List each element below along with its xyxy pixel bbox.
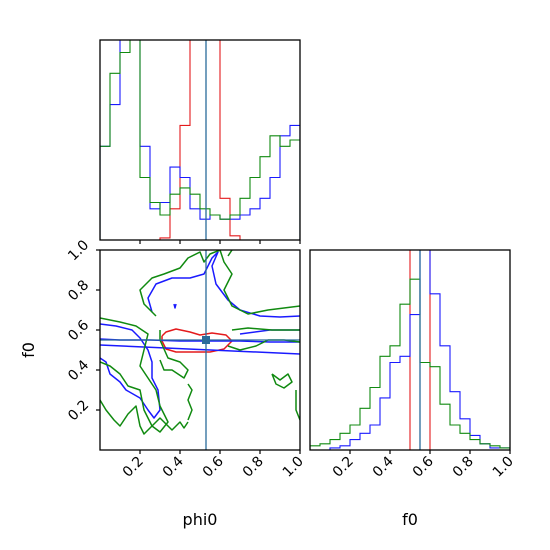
f0-hist-blue [310, 250, 510, 450]
contour-green-4 [159, 330, 189, 379]
contour-blue-1 [147, 251, 300, 318]
f0-tick-label-y: 1.0 [65, 237, 92, 264]
contour-green-9 [295, 390, 300, 421]
contour-blue-5 [100, 344, 300, 355]
contour-green-8 [271, 373, 293, 389]
phi0-tick-label: 0.8 [240, 454, 267, 481]
f0-tick-label-x: 0.2 [330, 454, 357, 481]
joint-contours [100, 250, 300, 435]
marginal-f0-histograms [310, 250, 510, 450]
f0-tick-label-x: 0.6 [410, 453, 437, 480]
f0-tick-label-y: 0.8 [65, 277, 92, 304]
marginal-phi0-frame [99, 39, 301, 241]
xlabel-f0: f0 [402, 510, 418, 529]
f0-tick-label-y: 0.4 [65, 357, 92, 384]
phi0-hist-blue [100, 40, 300, 240]
phi0-tick-label: 0.4 [160, 453, 187, 480]
contour-green-7 [231, 327, 300, 331]
joint-phi0-f0-panel: 0.2 0.2 0.4 0.4 0.6 0.6 0.8 0.8 1.0 1.0 [65, 237, 307, 480]
f0-tick-label-x: 1.0 [490, 454, 517, 481]
contour-green-5 [187, 383, 193, 421]
truth-marker [202, 336, 210, 344]
axis-labels: phi0 f0 f0 [19, 342, 418, 529]
f0-tick-label-x: 0.4 [370, 453, 397, 480]
marginal-f0-frame [309, 249, 511, 451]
contour-green-3 [100, 399, 189, 435]
ylabel-f0: f0 [19, 342, 38, 358]
f0-tick-label-y: 0.6 [65, 317, 92, 344]
phi0-tick-label: 0.6 [200, 453, 227, 480]
f0-hist-green [310, 278, 510, 450]
f0-tick-label-x: 0.8 [450, 454, 477, 481]
contour-blue-3 [100, 323, 161, 419]
joint-frame [99, 249, 301, 451]
phi0-tick-label: 1.0 [280, 454, 307, 481]
contour-green-0 [139, 250, 300, 317]
marginal-phi0-histograms [100, 40, 300, 240]
marginal-f0-panel: 0.2 0.4 0.6 0.8 1.0 [309, 249, 517, 481]
f0-tick-label-y: 0.2 [65, 397, 92, 424]
contour-green-1 [227, 250, 233, 257]
xlabel-phi0: phi0 [183, 510, 218, 529]
contour-green-2 [100, 317, 169, 433]
contour-blue-4 [173, 303, 177, 309]
phi0-tick-label: 0.2 [120, 454, 147, 481]
marginal-phi0-panel [99, 39, 301, 244]
